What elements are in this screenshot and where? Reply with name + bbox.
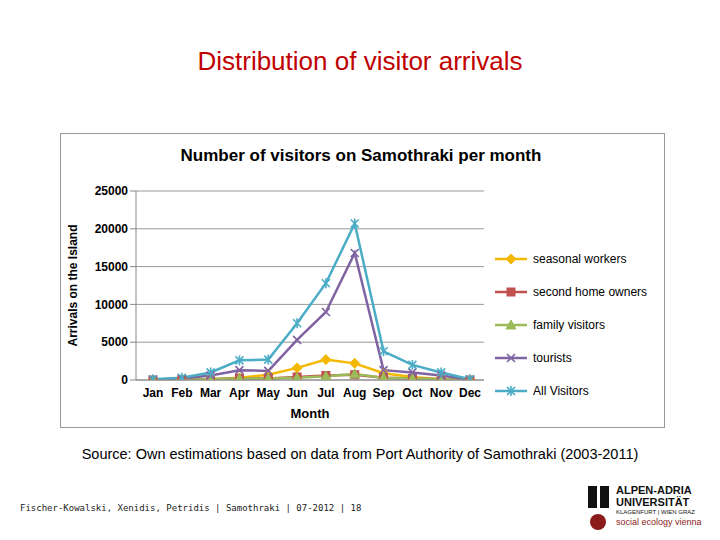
svg-text:Jan: Jan	[143, 386, 164, 400]
svg-text:Feb: Feb	[171, 386, 192, 400]
svg-text:Month: Month	[291, 406, 330, 421]
html-text:KLAGENFURT | WIEN GRAZ: KLAGENFURT | WIEN GRAZ	[616, 509, 695, 515]
html-text:seasonal workers: seasonal workers	[533, 251, 627, 266]
svg-text:Oct: Oct	[402, 386, 422, 400]
html-text:Fischer-Kowalski, Xenidis, Pet: Fischer-Kowalski, Xenidis, Petridis | Sa…	[20, 503, 362, 513]
html-text:family visitors: family visitors	[533, 317, 605, 332]
svg-text:Nov: Nov	[430, 386, 453, 400]
svg-text:25000: 25000	[95, 184, 129, 198]
svg-text:20000: 20000	[95, 222, 129, 236]
html-text:Distribution of visitor arriva: Distribution of visitor arrivals	[197, 46, 523, 76]
svg-text:10000: 10000	[95, 298, 129, 312]
svg-text:Sep: Sep	[373, 386, 395, 400]
html-text:tourists: tourists	[533, 350, 572, 365]
html-text:All Visitors: All Visitors	[533, 383, 589, 398]
html-text:second home owners: second home owners	[533, 284, 648, 299]
svg-text:Jun: Jun	[286, 386, 307, 400]
svg-text:Mar: Mar	[200, 386, 222, 400]
svg-text:Aug: Aug	[343, 386, 366, 400]
html-text:Number of visitors on Samothra: Number of visitors on Samothraki per mon…	[180, 146, 542, 165]
svg-text:5000: 5000	[101, 335, 128, 349]
html-text:UNIVERSITÄT: UNIVERSITÄT	[616, 496, 690, 508]
svg-text:Apr: Apr	[229, 386, 250, 400]
svg-text:Jul: Jul	[317, 386, 334, 400]
svg-text:Dec: Dec	[459, 386, 481, 400]
svg-text:0: 0	[121, 373, 128, 387]
html-text:Source: Own estimations based: Source: Own estimations based on data fr…	[81, 446, 639, 462]
html-text:social ecology vienna: social ecology vienna	[616, 517, 702, 527]
svg-text:Arrivals on the Island: Arrivals on the Island	[66, 224, 80, 346]
svg-text:15000: 15000	[95, 260, 129, 274]
svg-text:May: May	[257, 386, 281, 400]
html-text:ALPEN-ADRIA: ALPEN-ADRIA	[616, 484, 692, 496]
